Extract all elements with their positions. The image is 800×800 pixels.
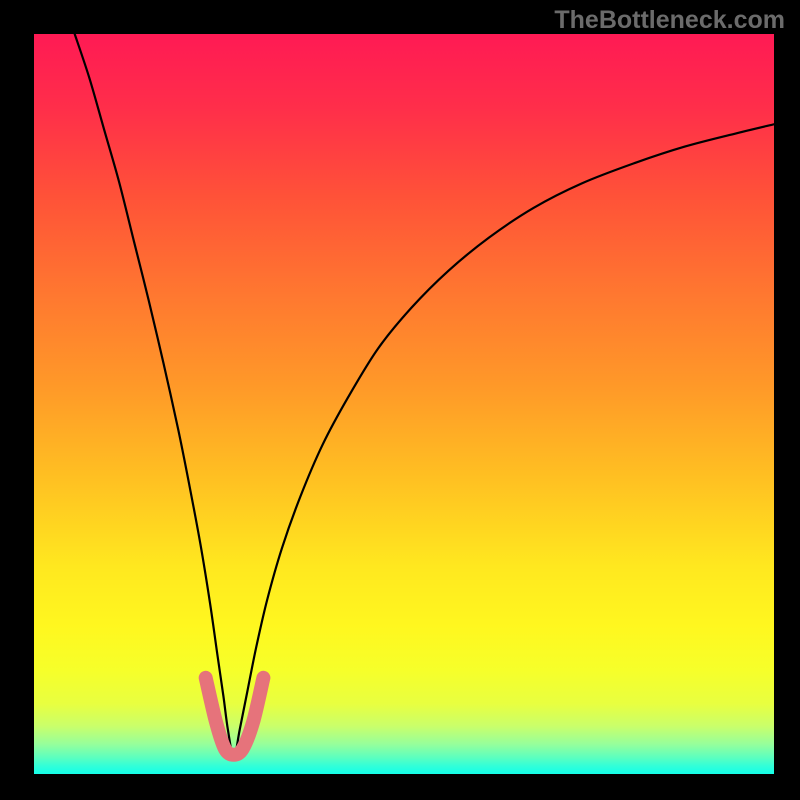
chart-plot-area [34, 34, 774, 774]
chart-svg [34, 34, 774, 774]
watermark-text: TheBottleneck.com [554, 6, 785, 35]
chart-background [34, 34, 774, 774]
